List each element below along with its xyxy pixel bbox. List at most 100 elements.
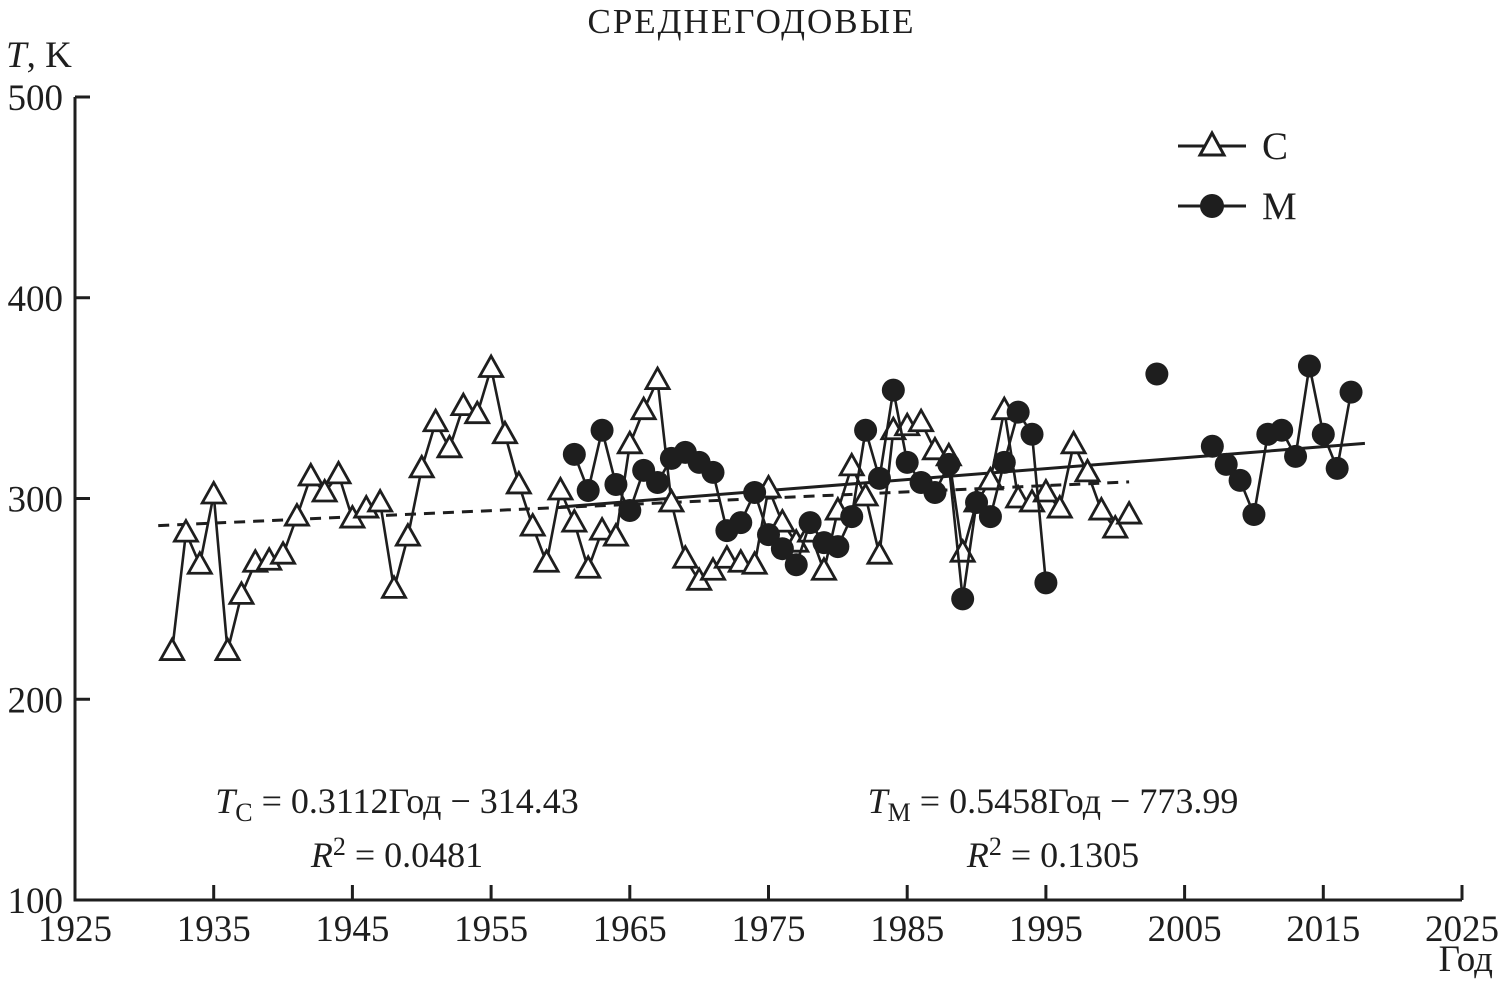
c-marker-1982: [851, 481, 880, 507]
regression-equation-m: TМ = 0.5458Год − 773.99: [808, 780, 1298, 832]
y-axis-title-symbol: T: [6, 35, 27, 76]
eq-m-r-value: = 0.1305: [1001, 835, 1140, 875]
m-marker-2015: [1311, 422, 1335, 446]
c-marker-1955: [477, 353, 505, 378]
m-marker-1987: [923, 480, 947, 504]
eq-c-r-exponent: 2: [332, 832, 346, 861]
c-marker-1999: [1087, 495, 1116, 521]
y-axis-title: T, K: [6, 34, 72, 77]
c-marker-2000: [1101, 513, 1130, 539]
m-marker-1983: [867, 466, 891, 490]
eq-m-variable: T: [867, 781, 888, 821]
m-marker-1984: [881, 378, 905, 402]
c-marker-1974: [740, 549, 769, 575]
c-marker-1959: [532, 547, 561, 573]
c-marker-1943: [310, 477, 339, 503]
c-marker-1935: [199, 479, 228, 505]
c-marker-1961: [560, 507, 589, 533]
c-marker-1991: [976, 465, 1005, 491]
x-tick-label-2005: 2005: [1148, 909, 1222, 950]
y-tick-label-500: 500: [8, 78, 64, 119]
m-marker-1975: [757, 523, 780, 547]
m-marker-1964: [604, 472, 628, 496]
c-marker-1979: [810, 555, 838, 581]
c-marker-1963: [588, 515, 616, 541]
y-tick-label-100: 100: [8, 881, 64, 922]
c-marker-1997: [1059, 429, 1088, 455]
c-marker-1960: [546, 475, 575, 501]
m-marker-1976: [770, 537, 794, 561]
x-tick-label-2015: 2015: [1286, 909, 1360, 950]
c-marker-2001: [1115, 499, 1144, 525]
m-marker-1982: [854, 418, 878, 442]
legend: С М: [1176, 116, 1297, 236]
m-marker-1990: [965, 491, 989, 515]
c-marker-1949: [393, 521, 422, 547]
x-axis-title: Год: [1438, 939, 1493, 980]
c-marker-1932: [158, 636, 186, 661]
legend-label-m: М: [1262, 184, 1297, 228]
m-marker-1974: [743, 480, 767, 504]
m-marker-1981: [840, 505, 864, 529]
c-marker-1967: [643, 365, 672, 390]
m-marker-1991: [978, 505, 1002, 529]
m-marker-1985: [895, 450, 919, 474]
m-marker-1978: [798, 511, 822, 535]
y-axis-title-unit: , K: [26, 35, 72, 76]
m-marker-2003: [1145, 362, 1169, 386]
c-marker-1948: [380, 573, 408, 599]
m-marker-2010: [1242, 503, 1266, 527]
m-marker-1993: [1006, 400, 1030, 424]
c-marker-1944: [324, 459, 353, 485]
m-marker-2009: [1228, 468, 1252, 492]
m-marker-2007: [1200, 434, 1224, 458]
c-marker-1993: [1004, 483, 1033, 509]
c-marker-1956: [491, 419, 519, 445]
c-marker-1995: [1032, 477, 1060, 503]
m-marker-2012: [1270, 418, 1294, 442]
c-marker-1942: [296, 461, 325, 487]
c-marker-1983: [865, 539, 894, 565]
regression-r2-m: R2 = 0.1305: [808, 832, 1298, 884]
eq-m-expression: = 0.5458Год − 773.99: [910, 781, 1239, 821]
c-marker-1962: [574, 553, 603, 579]
m-marker-2014: [1297, 354, 1321, 378]
y-tick-label-200: 200: [8, 680, 64, 721]
m-marker-2013: [1284, 444, 1308, 468]
triangle-series-icon: [1178, 129, 1246, 157]
m-marker-1980: [826, 535, 850, 559]
x-tick-label-1985: 1985: [870, 909, 944, 950]
m-marker-1992: [992, 450, 1016, 474]
c-marker-1934: [185, 549, 214, 575]
m-marker-1963: [590, 418, 614, 442]
c-marker-1950: [407, 453, 436, 479]
c-marker-1972: [712, 543, 741, 569]
m-marker-1961: [562, 442, 586, 466]
c-marker-1971: [699, 555, 727, 581]
c-marker-1958: [518, 511, 547, 537]
eq-c-r-symbol: R: [310, 835, 333, 875]
y-tick-label-400: 400: [8, 279, 64, 320]
regression-annotation-c: TС = 0.3112Год − 314.43 R2 = 0.0481: [152, 780, 642, 884]
c-marker-1936: [213, 636, 242, 661]
eq-c-subscript: С: [235, 798, 253, 827]
c-marker-1952: [435, 433, 464, 459]
m-marker-1965: [618, 499, 642, 523]
m-marker-2008: [1214, 452, 1238, 476]
m-marker-1967: [646, 470, 670, 494]
c-marker-1965: [615, 429, 644, 455]
c-marker-1940: [269, 539, 297, 565]
x-tick-label-1975: 1975: [732, 909, 806, 950]
eq-c-expression: = 0.3112Год − 314.43: [252, 781, 579, 821]
c-marker-1964: [602, 521, 630, 547]
eq-m-subscript: М: [887, 798, 911, 827]
c-marker-1953: [449, 391, 478, 417]
regression-r2-c: R2 = 0.0481: [152, 832, 642, 884]
c-marker-1969: [671, 543, 700, 569]
x-tick-label-1925: 1925: [38, 909, 112, 950]
m-marker-2016: [1325, 456, 1349, 480]
m-marker-1971: [701, 460, 725, 484]
legend-item-c: С: [1176, 116, 1297, 176]
